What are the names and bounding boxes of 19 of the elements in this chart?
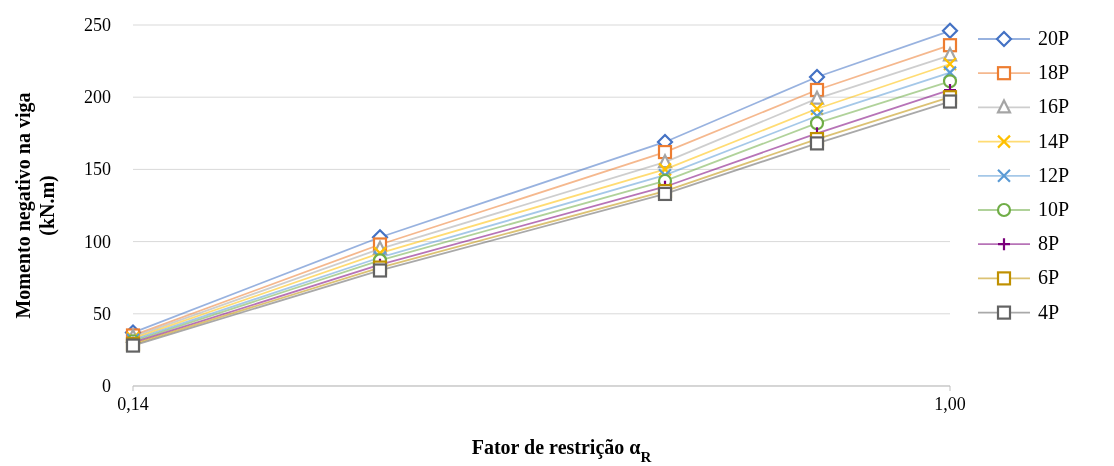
y-tick-label: 150 [84, 159, 111, 180]
y-tick-label: 0 [102, 376, 111, 396]
y-tick-label: 250 [84, 15, 111, 35]
legend-label: 12P [1038, 163, 1070, 186]
y-tick-label: 50 [93, 303, 111, 324]
legend-label: 6P [1038, 266, 1060, 289]
x-tick-label: 1,00 [934, 394, 966, 414]
legend-label: 16P [1038, 95, 1070, 118]
y-tick-label: 100 [84, 231, 111, 252]
y-axis-title: Momento negativo na viga (kN.m) [12, 92, 59, 319]
legend-label: 20P [1038, 27, 1070, 49]
legend-label: 14P [1038, 129, 1070, 152]
x-tick-label: 0,14 [117, 394, 149, 414]
legend-label: 4P [1038, 300, 1060, 323]
legend-label: 18P [1038, 61, 1070, 84]
y-tick-label: 200 [84, 87, 111, 108]
x-axis-title: Fator de restrição α$_{R}$ [471, 436, 652, 465]
legend-label: 10P [1038, 198, 1070, 220]
legend-label: 8P [1038, 232, 1060, 255]
